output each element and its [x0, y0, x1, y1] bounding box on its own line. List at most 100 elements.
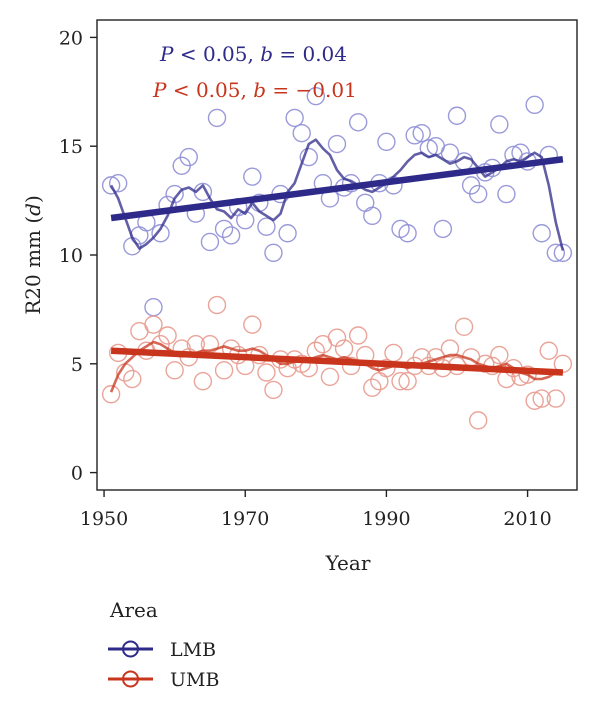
point-umb-1951 [101, 385, 121, 404]
point-umb-1988 [363, 378, 382, 397]
x-tick-label-1990: 1990 [362, 508, 410, 530]
annotation-umb-rest: < 0.05, [166, 78, 253, 102]
point-umb-1971 [243, 315, 262, 334]
point-umb-2012 [532, 389, 551, 408]
legend-title: Area [109, 598, 158, 622]
point-umb-2013 [539, 341, 558, 360]
trend-line-lmb [110, 156, 564, 222]
x-tick-label-1970: 1970 [221, 508, 269, 530]
legend-marker-umb [122, 670, 139, 688]
point-lmb-1965 [200, 232, 220, 252]
point-umb-1974 [264, 380, 283, 400]
x-axis: 1950 1970 1990 2010 [80, 490, 552, 530]
point-lmb-1980 [306, 86, 326, 106]
point-lmb-1968 [221, 226, 241, 245]
smooth-line-lmb [109, 138, 565, 251]
y-axis-title: R20 mm (d) [21, 195, 45, 315]
y-axis: 0 5 10 15 20 [59, 27, 97, 485]
lines-layer [109, 138, 565, 393]
point-umb-1993 [398, 372, 417, 391]
legend-item-umb: UMB [108, 669, 219, 691]
point-umb-1989 [370, 372, 389, 391]
point-lmb-2012 [532, 224, 551, 243]
point-lmb-2011 [525, 95, 544, 115]
point-lmb-2007 [497, 184, 516, 204]
y-tick-label-20: 20 [59, 27, 83, 49]
point-umb-1957 [144, 315, 163, 334]
point-lmb-2006 [490, 115, 509, 134]
point-umb-1960 [165, 361, 184, 380]
legend: Area LMB UMB [108, 598, 219, 691]
point-lmb-1994 [405, 126, 424, 145]
annotation-lmb: P < 0.05, b = 0.04 [159, 42, 347, 66]
point-umb-1992 [391, 372, 410, 391]
y-tick-label-5: 5 [71, 354, 83, 376]
point-lmb-1973 [257, 217, 276, 236]
annotation-lmb-eq: = 0.04 [273, 42, 347, 66]
point-lmb-1986 [348, 113, 368, 132]
point-umb-1999 [440, 339, 460, 358]
y-axis-title-end: ) [21, 195, 45, 203]
point-lmb-1988 [363, 206, 382, 226]
annotation-umb-p: P [152, 78, 167, 102]
annotation-umb-b: b [253, 78, 266, 102]
point-lmb-1977 [285, 108, 304, 128]
point-lmb-1978 [292, 123, 311, 143]
point-lmb-1974 [264, 243, 283, 263]
point-umb-2003 [468, 411, 488, 430]
point-umb-2001 [454, 317, 474, 337]
point-lmb-1987 [356, 193, 375, 212]
point-umb-1954 [123, 369, 142, 389]
point-umb-1991 [384, 343, 403, 363]
annotation-umb-eq: = −0.01 [266, 78, 357, 102]
point-lmb-2000 [447, 106, 467, 125]
point-lmb-1967 [214, 219, 234, 239]
annotation-lmb-p: P [159, 42, 174, 66]
point-umb-1982 [320, 367, 340, 387]
point-umb-1983 [327, 328, 347, 347]
point-lmb-1983 [327, 134, 347, 154]
point-lmb-1995 [412, 123, 431, 143]
point-umb-2014 [546, 389, 566, 408]
point-lmb-2014 [546, 243, 566, 263]
points-layer [101, 86, 573, 430]
legend-marker-lmb [122, 640, 139, 658]
point-lmb-1962 [179, 147, 198, 167]
y-tick-label-15: 15 [59, 136, 83, 158]
point-lmb-1999 [440, 143, 460, 162]
point-umb-1967 [214, 361, 234, 380]
annotation-umb: P < 0.05, b = −0.01 [152, 78, 357, 102]
point-lmb-2015 [553, 243, 573, 263]
point-umb-1986 [348, 326, 368, 345]
point-lmb-1951 [101, 176, 121, 195]
point-umb-2010 [518, 365, 537, 384]
legend-label-umb: UMB [170, 669, 219, 691]
annotation-lmb-rest: < 0.05, [173, 42, 260, 66]
point-lmb-1958 [151, 224, 170, 243]
point-umb-1959 [158, 326, 177, 345]
point-umb-1964 [193, 372, 213, 391]
y-tick-label-0: 0 [71, 463, 83, 485]
point-lmb-1976 [278, 224, 297, 243]
point-lmb-1990 [377, 132, 396, 152]
y-axis-title-main: R20 mm ( [21, 216, 45, 315]
point-lmb-1966 [207, 108, 227, 128]
y-tick-label-10: 10 [59, 245, 83, 267]
point-umb-1990 [377, 358, 396, 378]
y-axis-title-unit: d [21, 203, 45, 216]
point-lmb-2003 [468, 184, 488, 204]
x-tick-label-1950: 1950 [80, 508, 128, 530]
x-axis-title: Year [325, 551, 371, 575]
point-lmb-1979 [299, 147, 318, 167]
annotation-lmb-b: b [260, 42, 273, 66]
point-umb-2006 [490, 345, 509, 365]
point-umb-2011 [525, 391, 544, 410]
point-lmb-1960 [165, 184, 184, 204]
trend-line-umb [110, 347, 564, 376]
point-umb-1973 [257, 363, 276, 382]
point-lmb-1998 [433, 219, 453, 239]
point-umb-1966 [207, 295, 227, 315]
point-lmb-1957 [144, 298, 163, 317]
legend-item-lmb: LMB [108, 639, 216, 661]
